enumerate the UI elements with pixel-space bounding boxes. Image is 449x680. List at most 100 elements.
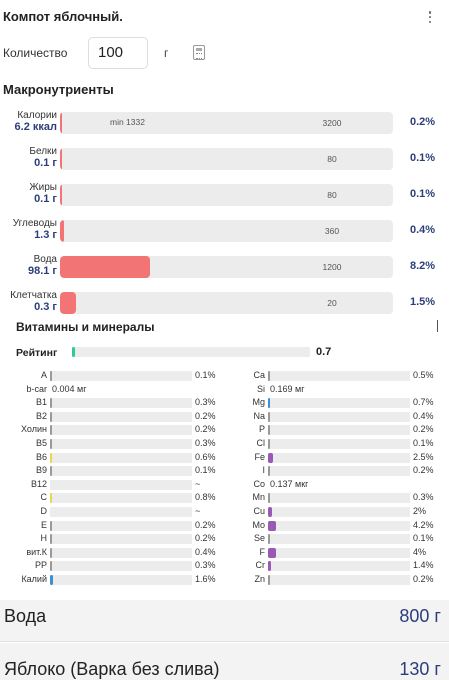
vitamins-title: Витамины и минералы <box>16 320 155 334</box>
nutrient-percent: 0.1% <box>195 370 216 380</box>
nutrient-fill <box>50 534 52 545</box>
nutrient-percent: 0.7% <box>413 397 434 408</box>
macro-fill <box>60 292 77 314</box>
nutrient-track <box>268 534 410 545</box>
nutrient-track <box>268 466 410 477</box>
quantity-unit: г <box>164 46 169 60</box>
macro-row: Жиры 0.1 г 80 0.1% <box>0 182 449 212</box>
nutrient-name: H <box>40 533 48 544</box>
nutrient-name: B9 <box>35 465 47 476</box>
nutrient-track <box>50 547 192 558</box>
macro-track: 80 <box>60 148 393 170</box>
nutrient-fill <box>268 575 270 585</box>
nutrient-fill <box>50 411 52 422</box>
macro-percent: 8.2% <box>410 260 436 272</box>
more-options-icon[interactable] <box>424 8 436 26</box>
nutrient-percent: 0.2% <box>413 574 434 584</box>
macro-percent: 0.1% <box>410 188 436 200</box>
nutrient-track <box>268 561 410 572</box>
macro-fill <box>60 256 151 278</box>
nutrient-fill <box>50 425 52 436</box>
macro-max-label: 3200 <box>322 118 342 128</box>
nutrient-track <box>268 411 410 422</box>
nutrient-track <box>268 575 410 585</box>
nutrient-percent: 0.3% <box>195 438 216 448</box>
nutrient-track <box>50 479 192 490</box>
nutrient-percent: 0.2% <box>195 533 216 544</box>
nutrient-name: Mg <box>252 397 265 408</box>
macro-max-label: 20 <box>327 298 337 308</box>
macro-percent: 0.4% <box>410 224 436 236</box>
nutrient-name: Cl <box>256 438 266 448</box>
nutrient-name: Na <box>253 410 265 421</box>
nutrient-percent: 0.5% <box>413 370 434 380</box>
macronutrients-title: Макронутриенты <box>3 82 114 97</box>
nutrient-fill <box>268 507 272 517</box>
nutrient-amount: 0.169 мг <box>270 383 305 394</box>
nutrient-fill <box>50 561 52 572</box>
nutrient-fill <box>268 439 270 449</box>
macro-max-label: 360 <box>324 226 340 236</box>
ingredient-row[interactable]: Вода 800 г <box>0 600 449 642</box>
nutrient-percent: 0.6% <box>195 451 216 462</box>
quantity-input[interactable]: 100 <box>88 37 148 69</box>
nutrient-track <box>50 371 192 381</box>
ingredient-name: Вода <box>4 606 47 626</box>
nutrient-percent: 0.3% <box>195 560 216 571</box>
nutrient-track <box>50 411 192 422</box>
calculator-icon[interactable] <box>193 45 205 60</box>
nutrient-fill <box>50 547 52 558</box>
nutrient-track <box>50 439 192 449</box>
macro-value: 6.2 ккал <box>14 121 57 133</box>
nutrient-percent: 0.2% <box>195 519 216 530</box>
macro-row: Клетчатка 0.3 г 20 1.5% <box>0 290 449 320</box>
macro-fill <box>60 148 62 170</box>
nutrient-name: Si <box>256 383 265 394</box>
nutrient-percent: 0.8% <box>195 492 216 503</box>
nutrient-name: B1 <box>35 397 47 408</box>
nutrient-name: B6 <box>35 451 47 462</box>
nutrient-percent: ~ <box>195 478 201 489</box>
nutrient-percent: 0.3% <box>413 492 434 503</box>
nutrient-name: Cu <box>253 506 265 516</box>
rating-label: Рейтинг <box>16 347 58 359</box>
ingredient-row[interactable]: Яблоко (Варка без слива) 130 г <box>0 643 449 680</box>
macro-name: Углеводы <box>12 218 57 229</box>
nutrient-name: Cr <box>255 560 266 571</box>
macro-percent: 1.5% <box>410 296 436 308</box>
scroll-handle[interactable] <box>437 320 438 332</box>
macro-name: Жиры <box>29 182 57 193</box>
nutrient-percent: 0.2% <box>195 410 216 421</box>
nutrient-name: D <box>40 506 48 516</box>
nutrient-name: F <box>259 546 266 557</box>
macro-value: 0.1 г <box>34 157 57 169</box>
macro-max-label: 1200 <box>322 262 342 272</box>
nutrient-fill <box>50 371 52 381</box>
nutrient-track <box>268 398 410 409</box>
macro-track: 80 <box>60 184 393 206</box>
nutrient-fill <box>50 439 52 449</box>
nutrient-name: B12 <box>30 478 47 489</box>
macro-percent: 0.1% <box>410 152 436 164</box>
nutrient-fill <box>268 561 271 572</box>
rating-value: 0.7 <box>316 346 332 358</box>
nutrient-fill <box>50 466 52 477</box>
nutrient-fill <box>50 493 52 504</box>
macro-value: 1.3 г <box>34 229 57 241</box>
nutrient-name: I <box>262 465 265 476</box>
nutrient-percent: ~ <box>195 506 201 516</box>
nutrient-percent: 0.3% <box>195 397 216 408</box>
nutrient-track <box>50 425 192 436</box>
macro-max-label: 80 <box>327 190 337 200</box>
nutrient-name: Ca <box>253 370 265 380</box>
nutrient-track <box>268 439 410 449</box>
nutrient-name: Mo <box>252 519 265 530</box>
nutrient-track <box>50 575 192 585</box>
rating-track <box>72 347 310 357</box>
macro-min-label: min 1332 <box>110 117 145 127</box>
nutrient-name: вит.К <box>26 546 47 557</box>
macro-row: Белки 0.1 г 80 0.1% <box>0 146 449 176</box>
macro-row: Вода 98.1 г 1200 8.2% <box>0 254 449 284</box>
quantity-label: Количество <box>3 46 68 60</box>
nutrient-name: E <box>40 519 47 530</box>
